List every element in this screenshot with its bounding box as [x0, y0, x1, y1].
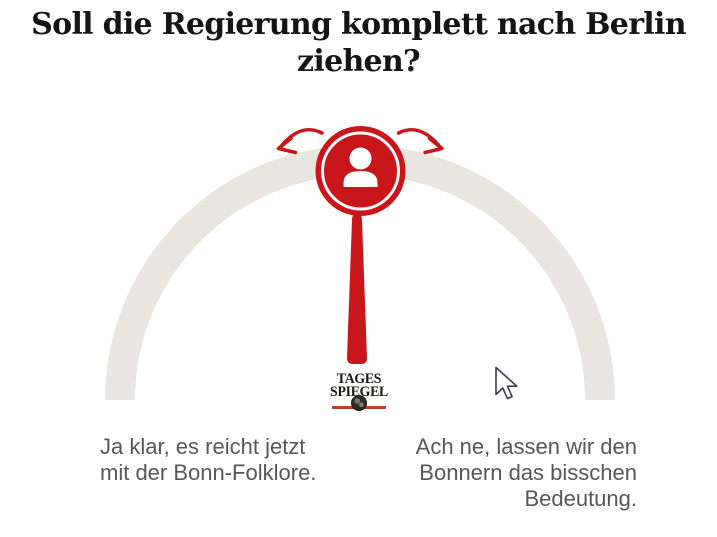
gauge-needle[interactable] [347, 214, 367, 364]
poll-question: Soll die Regierung komplett nach Berlin … [31, 7, 686, 79]
arrow-right-icon [396, 127, 444, 155]
answer-right[interactable]: Ach ne, lassen wir den Bonnern das bissc… [415, 434, 637, 511]
user-icon [343, 147, 378, 187]
gauge-track[interactable] [105, 145, 615, 400]
answer-left[interactable]: Ja klar, es reicht jetzt mit der Bonn-Fo… [100, 434, 317, 485]
globe-icon [351, 395, 367, 411]
logo-text-line2: SPIEGEL [330, 384, 388, 400]
tagesspiegel-logo: TAGES SPIEGEL [327, 371, 391, 411]
logo-text-line1: TAGES [336, 371, 382, 387]
logo-rule [332, 395, 386, 411]
arrow-left-icon [276, 127, 324, 155]
mouse-cursor [495, 366, 518, 400]
gauge-knob[interactable] [315, 126, 406, 216]
